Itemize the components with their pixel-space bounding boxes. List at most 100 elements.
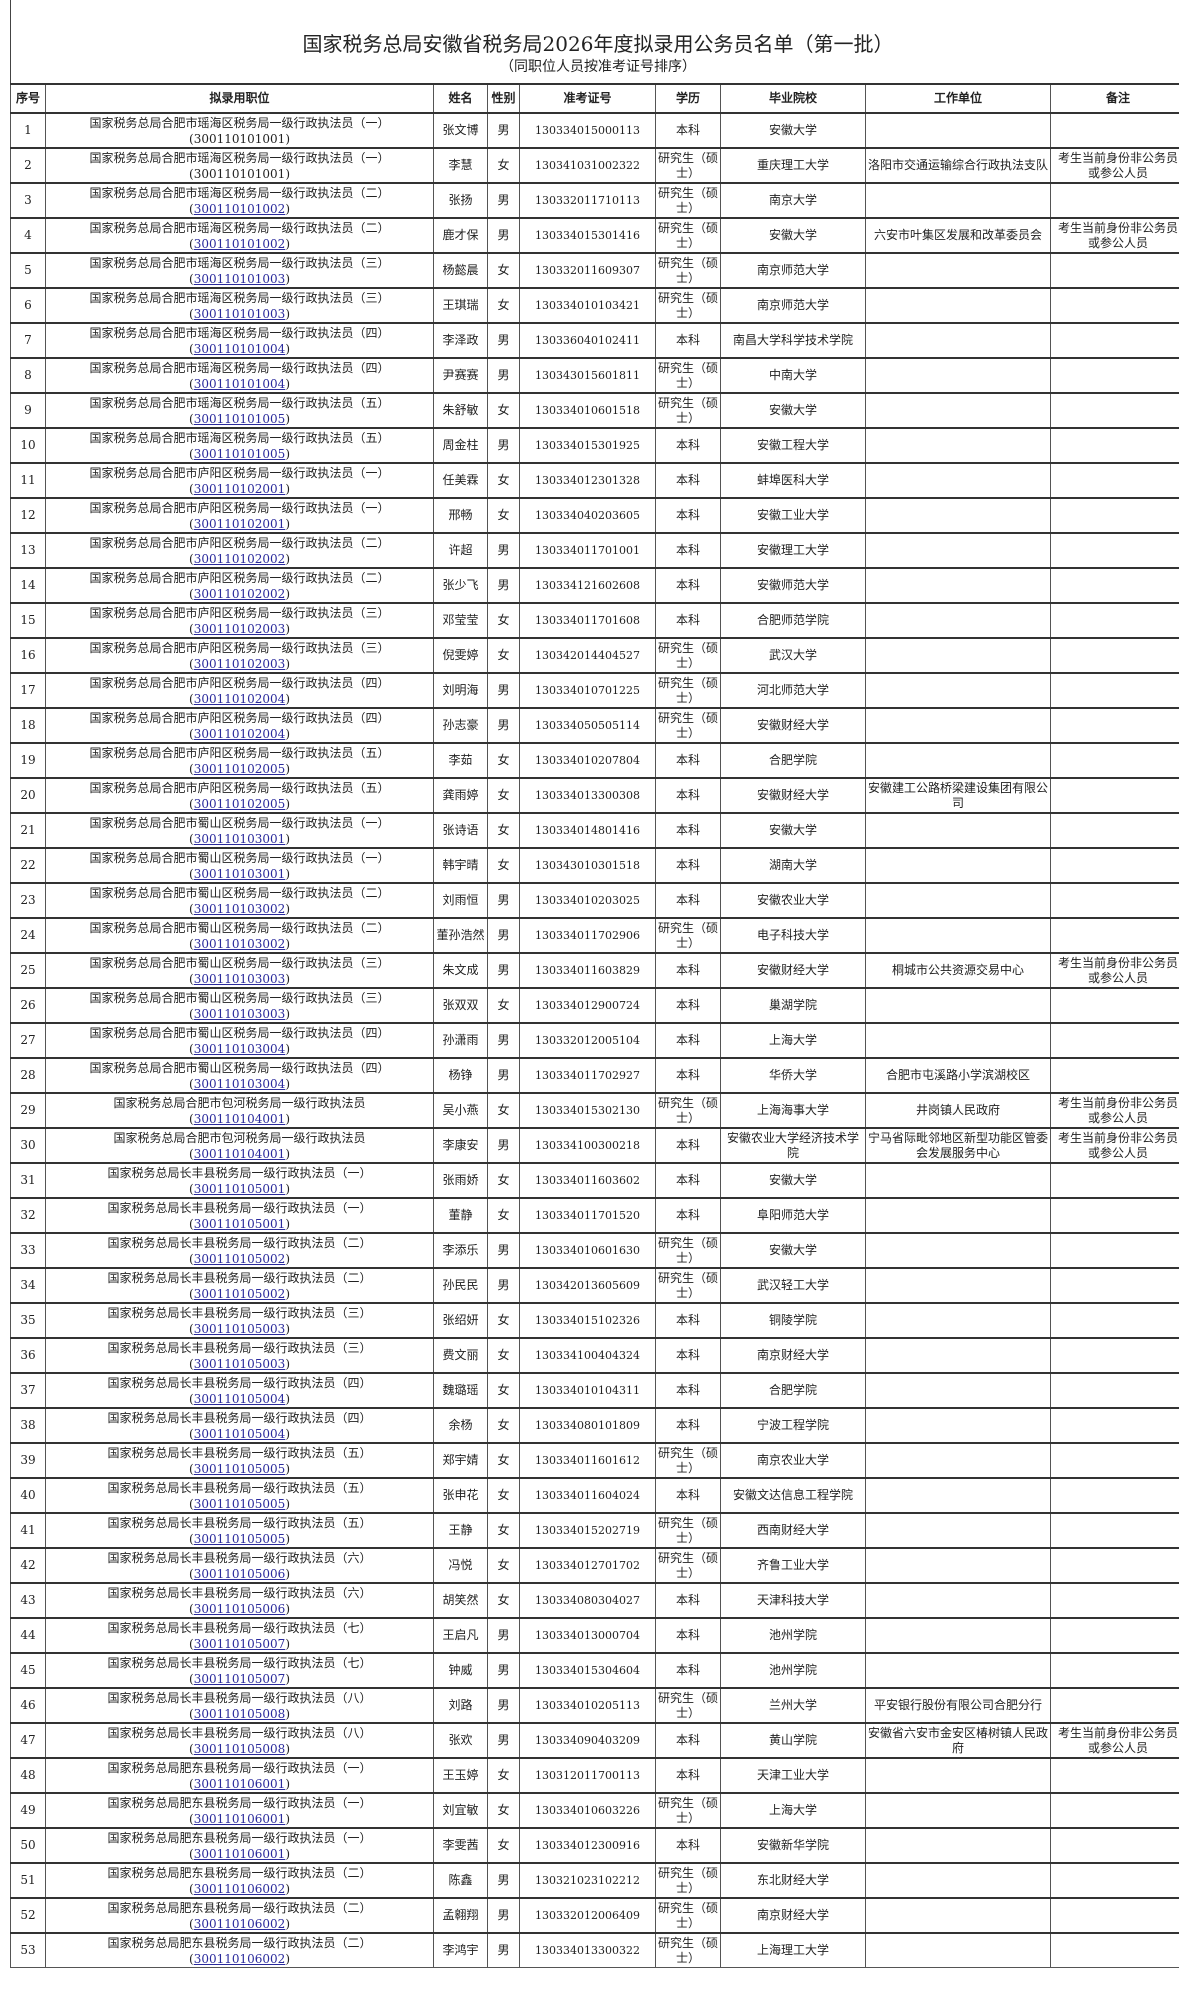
cell-education: 本科 bbox=[655, 847, 721, 884]
position-code-link[interactable]: 300110105006 bbox=[193, 1601, 286, 1616]
position-title: 国家税务总局长丰县税务局一级行政执法员（五） bbox=[107, 1515, 372, 1530]
cell-note: 考生当前身份非公务员或参公人员 bbox=[1050, 1127, 1179, 1164]
position-code-link[interactable]: 300110101004 bbox=[193, 341, 286, 356]
cell-education: 本科 bbox=[655, 1162, 721, 1199]
position-code-link[interactable]: 300110106001 bbox=[193, 1846, 286, 1861]
position-code-link[interactable]: 300110103001 bbox=[193, 866, 286, 881]
position-code-link[interactable]: 300110102004 bbox=[193, 726, 286, 741]
position-code-link[interactable]: 300110105003 bbox=[193, 1321, 286, 1336]
table-row: 46 国家税务总局长丰县税务局一级行政执法员（八） (300110105008) 刘路… bbox=[10, 1687, 1179, 1724]
cell-note bbox=[1050, 637, 1179, 674]
position-code-line: (300110105003) bbox=[189, 1321, 290, 1336]
position-code-link[interactable]: 300110105004 bbox=[193, 1391, 286, 1406]
cell-education: 研究生（硕士） bbox=[655, 1932, 721, 1968]
cell-education: 研究生（硕士） bbox=[655, 217, 721, 254]
cell-exam-no: 130334014801416 bbox=[519, 812, 656, 849]
cell-exam-no: 130334015202719 bbox=[519, 1512, 656, 1549]
cell-name: 鹿才保 bbox=[433, 217, 488, 254]
page-subtitle: （同职位人员按准考证号排序） bbox=[500, 59, 696, 75]
cell-employer: 六安市叶集区发展和改革委员会 bbox=[865, 217, 1051, 254]
position-title: 国家税务总局合肥市瑶海区税务局一级行政执法员（二） bbox=[89, 185, 390, 200]
position-code-link[interactable]: 300110101003 bbox=[193, 271, 286, 286]
position-code-link[interactable]: 300110103004 bbox=[193, 1041, 286, 1056]
position-code-link[interactable]: 300110103002 bbox=[193, 901, 286, 916]
position-code-link[interactable]: 300110102003 bbox=[193, 656, 286, 671]
table-row: 39 国家税务总局长丰县税务局一级行政执法员（五） (300110105005) 郑宇… bbox=[10, 1442, 1179, 1479]
cell-note bbox=[1050, 672, 1179, 709]
cell-school: 河北师范大学 bbox=[720, 672, 866, 709]
position-code-link[interactable]: 300110105003 bbox=[193, 1356, 286, 1371]
cell-position: 国家税务总局长丰县税务局一级行政执法员（二） (300110105002) bbox=[45, 1267, 434, 1304]
position-title: 国家税务总局肥东县税务局一级行政执法员（二） bbox=[107, 1865, 372, 1880]
position-code-link[interactable]: 300110102002 bbox=[193, 586, 286, 601]
position-code-link[interactable]: 300110105001 bbox=[193, 1181, 286, 1196]
position-code-link[interactable]: 300110101005 bbox=[193, 446, 286, 461]
cell-education: 本科 bbox=[655, 1827, 721, 1864]
position-title: 国家税务总局合肥市庐阳区税务局一级行政执法员（四） bbox=[89, 675, 390, 690]
cell-seq: 43 bbox=[10, 1582, 46, 1619]
position-code-link[interactable]: 300110106002 bbox=[193, 1881, 286, 1896]
position-code-link[interactable]: 300110105006 bbox=[193, 1566, 286, 1581]
position-code-line: (300110103001) bbox=[189, 866, 290, 881]
position-code-line: (300110106001) bbox=[189, 1846, 290, 1861]
position-code-link[interactable]: 300110105005 bbox=[193, 1531, 286, 1546]
header-employer: 工作单位 bbox=[865, 83, 1051, 114]
cell-education: 本科 bbox=[655, 812, 721, 849]
position-code-link[interactable]: 300110105007 bbox=[193, 1671, 286, 1686]
position-code-link[interactable]: 300110103002 bbox=[193, 936, 286, 951]
cell-name: 钟威 bbox=[433, 1652, 488, 1689]
position-code-link[interactable]: 300110105005 bbox=[193, 1461, 286, 1476]
cell-note bbox=[1050, 1547, 1179, 1584]
position-code-link[interactable]: 300110102005 bbox=[193, 796, 286, 811]
cell-exam-no: 130334010603226 bbox=[519, 1792, 656, 1829]
position-code-link[interactable]: 300110105008 bbox=[193, 1741, 286, 1756]
cell-exam-no: 130332012006409 bbox=[519, 1897, 656, 1934]
position-title: 国家税务总局合肥市庐阳区税务局一级行政执法员（三） bbox=[89, 605, 390, 620]
position-code-link[interactable]: 300110106001 bbox=[193, 1776, 286, 1791]
position-code-link[interactable]: 300110101005 bbox=[193, 411, 286, 426]
position-code-link[interactable]: 300110101002 bbox=[193, 236, 286, 251]
position-code-link[interactable]: 300110103003 bbox=[193, 1006, 286, 1021]
position-code-link[interactable]: 300110102001 bbox=[193, 516, 286, 531]
cell-gender: 女 bbox=[487, 1792, 520, 1829]
position-code-line: (300110106001) bbox=[189, 1811, 290, 1826]
cell-gender: 男 bbox=[487, 1617, 520, 1654]
cell-seq: 14 bbox=[10, 567, 46, 604]
cell-employer bbox=[865, 1022, 1051, 1059]
position-code-link[interactable]: 300110102003 bbox=[193, 621, 286, 636]
position-code-link[interactable]: 300110102001 bbox=[193, 481, 286, 496]
cell-gender: 女 bbox=[487, 1372, 520, 1409]
cell-seq: 1 bbox=[10, 112, 46, 149]
position-code-link[interactable]: 300110105005 bbox=[193, 1496, 286, 1511]
position-code-link[interactable]: 300110106002 bbox=[193, 1916, 286, 1931]
position-code-link[interactable]: 300110101003 bbox=[193, 306, 286, 321]
position-code-link[interactable]: 300110104001 bbox=[193, 1111, 286, 1126]
position-code-link[interactable]: 300110103003 bbox=[193, 971, 286, 986]
position-code-link[interactable]: 300110105007 bbox=[193, 1636, 286, 1651]
header-education: 学历 bbox=[655, 83, 721, 114]
position-code-link[interactable]: 300110102004 bbox=[193, 691, 286, 706]
position-title: 国家税务总局合肥市庐阳区税务局一级行政执法员（二） bbox=[89, 570, 390, 585]
table-row: 3 国家税务总局合肥市瑶海区税务局一级行政执法员（二） (300110101002)… bbox=[10, 182, 1179, 219]
cell-gender: 女 bbox=[487, 847, 520, 884]
position-title: 国家税务总局合肥市瑶海区税务局一级行政执法员（四） bbox=[89, 360, 390, 375]
position-code-link[interactable]: 300110105002 bbox=[193, 1251, 286, 1266]
position-code-link[interactable]: 300110103004 bbox=[193, 1076, 286, 1091]
position-code-link[interactable]: 300110105001 bbox=[193, 1216, 286, 1231]
position-code-link[interactable]: 300110105002 bbox=[193, 1286, 286, 1301]
position-code-link[interactable]: 300110101002 bbox=[193, 201, 286, 216]
position-code-link[interactable]: 300110102005 bbox=[193, 761, 286, 776]
cell-employer bbox=[865, 1547, 1051, 1584]
cell-gender: 男 bbox=[487, 357, 520, 394]
position-code-link[interactable]: 300110102002 bbox=[193, 551, 286, 566]
position-code-link[interactable]: 300110104001 bbox=[193, 1146, 286, 1161]
position-code-link[interactable]: 300110106002 bbox=[193, 1951, 286, 1966]
position-code-link[interactable]: 300110105008 bbox=[193, 1706, 286, 1721]
position-code-link[interactable]: 300110106001 bbox=[193, 1811, 286, 1826]
position-title: 国家税务总局合肥市庐阳区税务局一级行政执法员（四） bbox=[89, 710, 390, 725]
position-title: 国家税务总局长丰县税务局一级行政执法员（八） bbox=[107, 1690, 372, 1705]
position-code-link[interactable]: 300110101004 bbox=[193, 376, 286, 391]
cell-exam-no: 130334010701225 bbox=[519, 672, 656, 709]
position-code-link[interactable]: 300110103001 bbox=[193, 831, 286, 846]
position-code-link[interactable]: 300110105004 bbox=[193, 1426, 286, 1441]
